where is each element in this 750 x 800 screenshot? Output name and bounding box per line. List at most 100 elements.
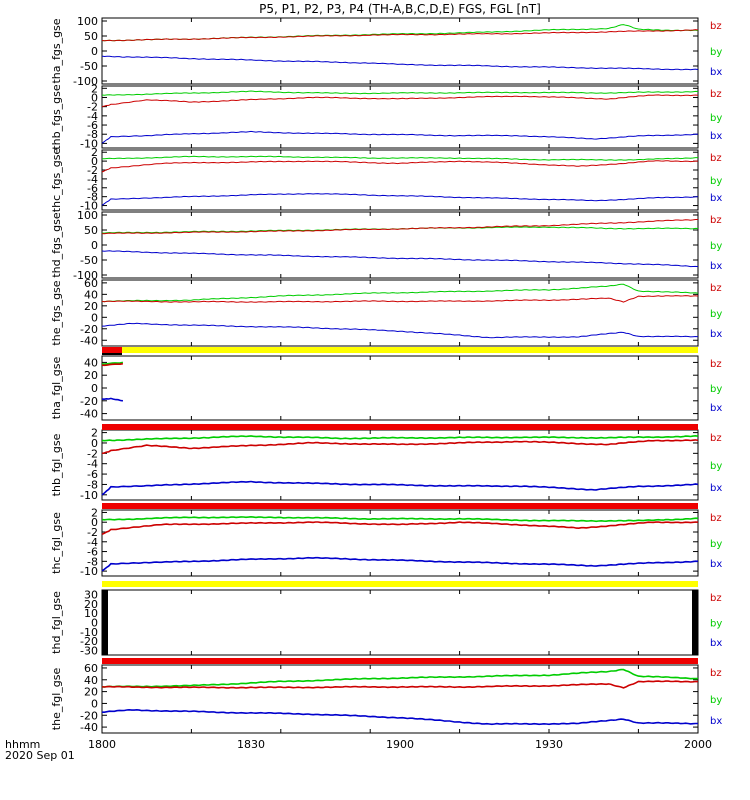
y-tick-label: -4	[87, 536, 98, 549]
series-line-bx	[101, 556, 699, 572]
x-tick-label: 1830	[237, 738, 265, 751]
legend-bx: bx	[710, 329, 722, 340]
y-tick-label: 40	[84, 674, 98, 687]
panel-thc_fgs_gse: 20-2-4-6-8-10 thc_fgs_gse bz by bx	[50, 146, 722, 212]
y-tick-label: -10	[80, 626, 98, 639]
y-tick-label: 0	[91, 155, 98, 168]
y-tick-label: -10	[80, 565, 98, 578]
x-axis-label-date: 2020 Sep 01	[5, 749, 75, 762]
panel-frame	[101, 589, 699, 656]
series-line-by	[101, 515, 699, 523]
status-bar-yellow	[102, 347, 698, 353]
thd-fgl-right-edge-bar	[692, 590, 698, 655]
legend-bz: bz	[710, 513, 722, 524]
x-axis-label-hhmm: hhmm	[5, 738, 40, 751]
x-tick-label: 1900	[386, 738, 414, 751]
y-tick-label: 0	[91, 91, 98, 104]
y-axis-label: the_fgs_gse	[50, 280, 63, 345]
y-tick-label: -20	[80, 323, 98, 336]
y-tick-label: -6	[87, 182, 98, 195]
y-axis-label: thd_fgs_gse	[50, 212, 63, 278]
x-tick-label: 1800	[88, 738, 116, 751]
x-tick-label: 2000	[684, 738, 712, 751]
legend-bx: bx	[710, 638, 722, 649]
y-tick-label: -10	[80, 137, 98, 150]
y-tick-label: -40	[80, 408, 98, 421]
y-tick-label: -4	[87, 110, 98, 123]
y-axis-label: thd_fgl_gse	[50, 591, 63, 654]
series-line-by	[101, 668, 699, 688]
y-axis-label: tha_fgl_gse	[50, 357, 63, 420]
series-line-bx	[102, 708, 698, 726]
series-line-by	[101, 434, 699, 442]
y-tick-label: 0	[91, 617, 98, 630]
y-tick-label: 100	[77, 15, 98, 28]
series-line-bz	[101, 521, 699, 536]
y-tick-label: -10	[80, 200, 98, 213]
legend-bz: bz	[710, 215, 722, 226]
y-tick-label: 0	[91, 311, 98, 324]
panel-frame	[101, 664, 699, 734]
series-line-bz	[101, 160, 698, 173]
series-line-by	[101, 283, 699, 303]
y-tick-label: -8	[87, 555, 98, 568]
y-axis-label: the_fgl_gse	[50, 668, 63, 731]
y-tick-label: 20	[84, 369, 98, 382]
y-axis-label: tha_fgs_gse	[50, 18, 63, 83]
y-tick-label: -50	[80, 254, 98, 267]
y-tick-label: 0	[91, 239, 98, 252]
y-tick-label: 50	[84, 30, 98, 43]
panel-thd_fgs_gse: 100 50 0 -50 -100 thd_fgs_gse bz by bx	[50, 209, 722, 282]
series-line-bz	[101, 29, 699, 42]
y-tick-label: -50	[80, 60, 98, 73]
y-tick-label: -6	[87, 546, 98, 559]
legend-by: by	[710, 309, 722, 320]
y-axis-label: thb_fgs_gse	[50, 84, 63, 150]
panel-frame	[101, 279, 699, 347]
y-tick-label: 10	[84, 607, 98, 620]
status-bars-group	[102, 347, 698, 664]
legend-bx: bx	[710, 716, 722, 727]
y-tick-label: 20	[84, 598, 98, 611]
y-tick-label: -4	[87, 173, 98, 186]
legend-bz: bz	[710, 593, 722, 604]
series-line-bz	[101, 295, 699, 303]
y-tick-label: 20	[84, 300, 98, 313]
y-tick-label: -10	[80, 489, 98, 502]
series-line-bx	[101, 130, 699, 144]
y-tick-label: 50	[84, 224, 98, 237]
legend-bx: bx	[710, 483, 722, 494]
status-bar-red	[102, 424, 698, 430]
legend-bx: bx	[710, 193, 722, 204]
legend-by: by	[710, 619, 722, 630]
panel-frame	[101, 509, 699, 577]
status-bar-red-segment	[102, 347, 122, 353]
panel-frame	[101, 85, 699, 149]
series-line-bx	[101, 397, 123, 402]
y-tick-label: -30	[80, 644, 98, 657]
y-tick-label: -2	[87, 447, 98, 460]
y-tick-label: 40	[84, 356, 98, 369]
legend-bz: bz	[710, 359, 722, 370]
y-axis-label: thb_fgl_gse	[50, 433, 63, 496]
y-tick-label: 2	[91, 82, 98, 95]
series-line-bx	[102, 322, 699, 339]
y-tick-label: -2	[87, 164, 98, 177]
series-line-by	[101, 24, 699, 42]
legend-bx: bx	[710, 131, 722, 142]
y-tick-label: 20	[84, 686, 98, 699]
series-line-bz	[101, 362, 124, 367]
y-tick-label: -8	[87, 128, 98, 141]
status-bar-red	[102, 658, 698, 664]
panel-frame	[101, 211, 699, 279]
status-bar-red	[102, 503, 698, 509]
series-line-by	[101, 155, 698, 161]
legend-by: by	[710, 176, 722, 187]
panel-thb_fgs_gse: 20-2-4-6-8-10 thb_fgs_gse bz by bx	[50, 82, 722, 150]
legend-bz: bz	[710, 668, 722, 679]
